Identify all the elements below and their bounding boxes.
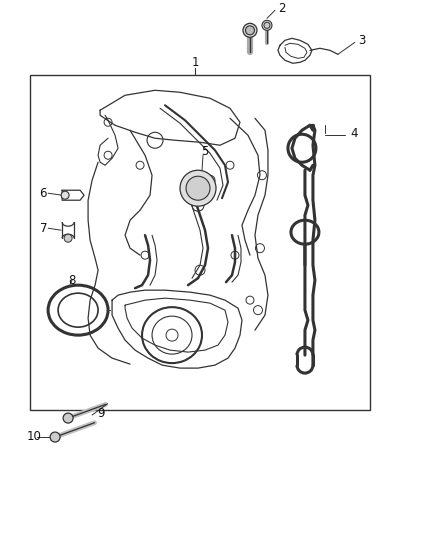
Circle shape [262,20,272,30]
Circle shape [243,23,257,37]
Circle shape [50,432,60,442]
Text: 3: 3 [358,34,365,47]
Circle shape [264,22,270,28]
Text: 8: 8 [68,273,76,287]
Text: 4: 4 [350,127,357,140]
Text: 2: 2 [278,2,286,15]
Circle shape [183,188,193,198]
Bar [30,75,370,410]
Text: 10: 10 [27,430,42,442]
Circle shape [63,413,73,423]
Circle shape [245,26,254,35]
Text: 7: 7 [39,222,47,235]
Circle shape [205,175,215,185]
Text: 1: 1 [191,56,199,69]
Text: 5: 5 [201,145,208,158]
Circle shape [64,234,72,242]
Circle shape [61,191,69,199]
Text: 9: 9 [97,407,105,419]
Circle shape [180,170,216,206]
Circle shape [186,176,210,200]
Text: 6: 6 [39,187,47,200]
